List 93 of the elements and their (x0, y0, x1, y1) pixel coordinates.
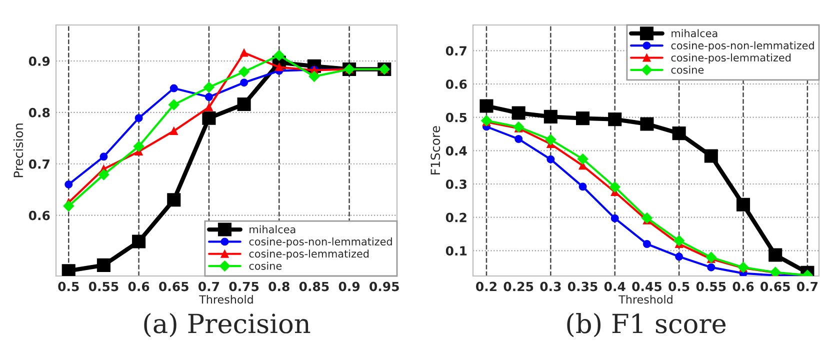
x-tick-label: 0.5 (668, 282, 690, 292)
point (167, 193, 181, 207)
legend-label: cosine-pos-non-lemmatized (249, 237, 392, 248)
y-tick-label: 0.2 (446, 212, 466, 222)
point (672, 126, 686, 140)
y-tick-label: 0.6 (28, 210, 50, 220)
point (480, 99, 494, 113)
x-tick-label: 0.85 (299, 282, 329, 292)
x-tick-label: 0.9 (338, 282, 360, 292)
point (768, 248, 782, 262)
x-tick-label: 0.65 (159, 282, 188, 292)
legend-label: cosine (671, 66, 704, 74)
point (608, 112, 622, 126)
point (134, 114, 143, 122)
x-axis-title: Threshold (199, 295, 253, 304)
point (168, 99, 180, 110)
point (204, 93, 213, 101)
x-tick-label: 0.2 (476, 282, 496, 292)
legend-label: cosine-pos-lemmatized (671, 53, 791, 64)
y-tick-label: 0.5 (446, 112, 467, 122)
point (308, 71, 320, 82)
legend-label: cosine (249, 262, 282, 270)
point (545, 134, 556, 146)
legend-label: mihalcea (672, 29, 718, 38)
y-tick-label: 0.7 (28, 159, 50, 169)
x-tick-label: 0.6 (128, 282, 150, 292)
y-tick-label: 0.4 (446, 146, 467, 156)
point (62, 264, 76, 276)
point (706, 252, 717, 263)
x-tick-label: 0.7 (796, 282, 818, 292)
point (170, 84, 178, 92)
y-tick-label: 0.7 (446, 46, 466, 56)
point (132, 234, 146, 248)
x-tick-label: 0.25 (504, 282, 534, 292)
point (514, 135, 523, 143)
point (544, 110, 558, 124)
x-tick-label: 0.45 (632, 282, 662, 292)
point (640, 117, 654, 131)
point (64, 180, 73, 188)
point (546, 155, 555, 164)
point (98, 169, 110, 180)
text: (b) F1 score (567, 313, 726, 338)
point (642, 240, 651, 248)
x-tick-label: 0.7 (198, 282, 220, 292)
y-axis-title: F1Score (430, 126, 440, 174)
point (512, 106, 526, 120)
point (202, 111, 216, 125)
point (275, 63, 284, 72)
point (577, 154, 588, 164)
point (576, 112, 590, 126)
point (238, 66, 250, 78)
point (704, 149, 718, 163)
text: (a) Precision (144, 313, 310, 338)
x-tick-label: 0.6 (732, 282, 754, 292)
point (240, 78, 248, 87)
y-tick-label: 0.1 (446, 246, 467, 256)
point (675, 252, 684, 261)
y-tick-label: 0.9 (28, 56, 50, 66)
point (204, 82, 214, 93)
x-tick-label: 0.55 (88, 282, 118, 292)
x-tick-label: 0.4 (604, 282, 626, 292)
legend-label: mihalcea (250, 225, 296, 234)
point (610, 214, 619, 222)
point (578, 182, 587, 191)
y-tick-label: 0.8 (28, 108, 50, 118)
point (133, 140, 144, 152)
x-tick-label: 0.55 (696, 282, 726, 292)
point (674, 235, 684, 246)
x-tick-label: 0.5 (58, 282, 79, 292)
point (170, 126, 178, 135)
y-tick-label: 0.6 (446, 79, 467, 89)
point (63, 200, 74, 212)
x-tick-label: 0.95 (370, 282, 399, 292)
x-axis-title: Threshold (618, 295, 672, 304)
legend-label: cosine-pos-lemmatized (249, 250, 369, 260)
legend-label: cosine-pos-non-lemmatized (671, 41, 814, 52)
point (204, 103, 213, 112)
point (274, 50, 285, 61)
point (642, 212, 652, 224)
x-tick-label: 0.35 (568, 282, 598, 292)
x-tick-label: 0.65 (760, 282, 790, 292)
x-tick-label: 0.8 (268, 282, 290, 292)
x-tick-label: 0.75 (229, 282, 259, 292)
point (237, 97, 251, 111)
point (96, 258, 110, 272)
y-axis-title: Precision (13, 124, 24, 178)
point (736, 198, 750, 212)
point (100, 152, 108, 161)
point (240, 48, 248, 57)
point (609, 182, 620, 192)
y-tick-label: 0.3 (446, 179, 466, 189)
x-tick-label: 0.3 (540, 282, 561, 292)
point (707, 263, 716, 272)
